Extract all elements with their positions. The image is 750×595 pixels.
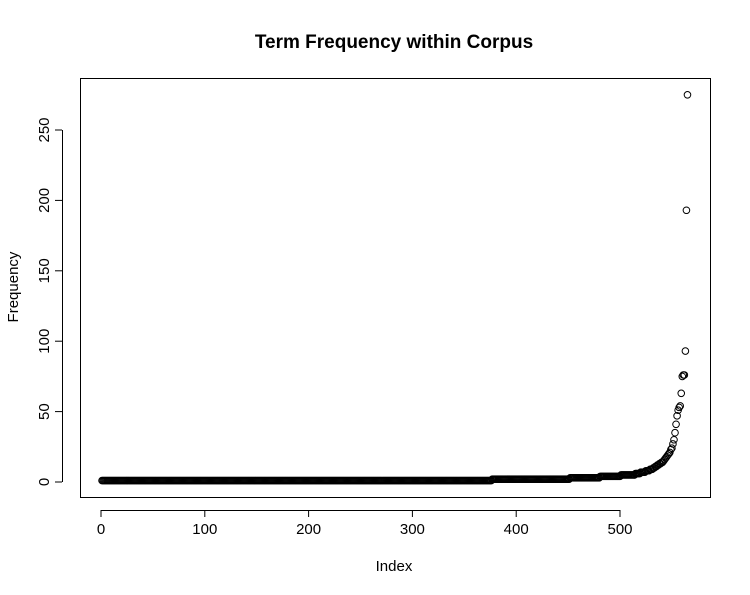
y-tick-label: 0 — [36, 478, 53, 486]
data-point — [670, 435, 678, 444]
x-tick-label: 300 — [400, 521, 425, 538]
x-tick-label: 100 — [192, 521, 217, 538]
data-point — [678, 372, 687, 381]
data-point — [673, 412, 681, 420]
y-tick-label: 150 — [36, 258, 53, 283]
y-tick-label: 100 — [36, 329, 53, 354]
data-point — [668, 444, 676, 453]
data-point — [681, 347, 690, 355]
y-tick-label: 250 — [36, 117, 53, 142]
x-tick-label: 200 — [296, 521, 321, 538]
x-axis: 0 100 200 300 400 500 — [97, 510, 633, 538]
data-point — [680, 371, 689, 379]
data-point — [682, 206, 691, 215]
data-point — [677, 389, 686, 398]
data-point — [676, 402, 685, 410]
data-point — [671, 428, 679, 437]
x-tick-label: 0 — [97, 521, 105, 538]
x-tick-label: 500 — [607, 521, 632, 538]
data-point — [683, 91, 692, 99]
data-point — [672, 420, 680, 429]
x-tick-label: 400 — [504, 521, 529, 538]
data-point — [675, 403, 683, 412]
y-axis-label: Frequency — [5, 251, 22, 322]
data-point — [669, 440, 677, 448]
y-tick-label: 200 — [36, 188, 53, 213]
y-tick-label: 50 — [36, 403, 53, 420]
data-point — [664, 450, 673, 458]
y-axis: 0 50 100 150 200 250 — [36, 117, 63, 486]
x-axis-label: Index — [376, 558, 413, 575]
chart-title: Term Frequency within Corpus — [255, 32, 533, 53]
data-points — [98, 91, 692, 485]
plot-frame — [80, 78, 711, 498]
